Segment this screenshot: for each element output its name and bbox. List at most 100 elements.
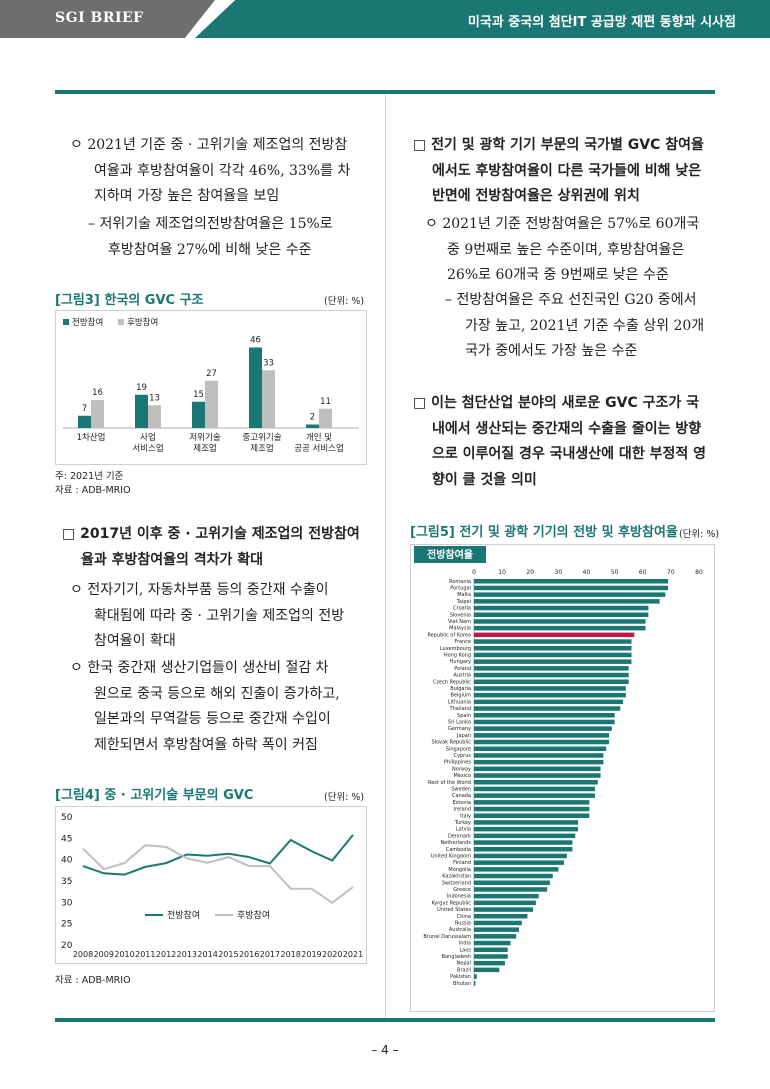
fig5-bar (474, 847, 573, 852)
fig5-country-label: Belgium (451, 693, 472, 699)
fig5-country-label: Portugal (450, 586, 471, 592)
fig4-x-tick: 2008 (73, 950, 93, 959)
fig4-x-tick: 2020 (322, 950, 342, 959)
fig5-bar (474, 934, 517, 939)
fig5-bar (474, 893, 539, 899)
fig5-bar (474, 813, 590, 818)
fig3-legend-label: 전방참여 (72, 317, 103, 328)
fig4-x-tick: 2009 (94, 950, 114, 959)
fig5-bar (474, 666, 629, 671)
bottom-rule (55, 1018, 715, 1022)
fig5-country-label: Pakistan (450, 974, 471, 980)
fig4-series-line (82, 834, 354, 876)
fig5-bar (474, 914, 528, 919)
fig3-legend-swatch (63, 319, 69, 325)
fig5-bar (474, 605, 649, 611)
fig3-bar (205, 380, 218, 428)
fig3-source: 자료 : ADB-MRIO (55, 485, 131, 496)
fig5-x-tick: 40 (583, 569, 591, 576)
fig5-bar (474, 766, 601, 772)
fig5-bar (474, 974, 477, 979)
fig5-bar (474, 800, 590, 805)
fig5-bar (474, 981, 476, 986)
fig5-bar (474, 780, 598, 785)
fig5-bar (474, 686, 626, 691)
fig5-bar (474, 733, 609, 738)
fig5-country-label: Germany (448, 726, 471, 732)
fig5-bar (474, 679, 629, 684)
fig4-y-tick: 50 (61, 813, 73, 823)
fig5-country-label: Hungary (450, 659, 471, 665)
fig5-country-label: Brunei Darussalam (423, 934, 471, 940)
fig5-country-label: Canada (452, 793, 471, 799)
fig5-country-label: Switzerland (442, 880, 471, 886)
fig5-country-label: Lithuania (448, 699, 471, 705)
fig4-x-tick: 2014 (197, 950, 217, 959)
fig5-country-label: Bulgaria (450, 686, 471, 692)
fig5-country-label: Hong Kong (444, 653, 471, 659)
fig4-unit: (단위: %) (324, 792, 365, 803)
fig5-bar (474, 719, 615, 725)
fig5-bar (474, 632, 635, 638)
fig5-country-label: Norway (452, 766, 471, 772)
fig5-country-label: Denmark (448, 833, 471, 839)
fig5-bar (474, 739, 609, 745)
fig5-bar (474, 806, 590, 812)
fig3-category-label: 저위기술 (189, 433, 220, 443)
fig3-bar (306, 424, 319, 428)
fig3-value-label: 27 (206, 369, 217, 379)
fig3-value-label: 11 (320, 397, 331, 407)
fig3-value-label: 16 (92, 388, 103, 398)
fig5-bar (474, 954, 508, 959)
fig4-x-tick: 2018 (281, 950, 301, 959)
fig5-country-label: Australia (449, 927, 471, 933)
fig4-x-tick: 2019 (301, 950, 321, 959)
fig5-bar (474, 639, 632, 644)
fig5-country-label: Mexico (454, 773, 471, 779)
right-bullet-1: ㅇ 2021년 기준 전방참여율은 57%로 60개국 중 9번째로 높은 수준… (425, 216, 700, 283)
fig5-title: [그림5] 전기 및 광학 기기의 전방 및 후방참여율 (410, 525, 678, 540)
fig3-title: [그림3] 한국의 GVC 구조 (55, 293, 204, 308)
fig5-x-tick: 80 (695, 569, 703, 576)
left-heading-2: □ 2017년 이후 중 · 고위기술 제조업의 전방참여 율과 후방참여율의 … (62, 526, 360, 568)
fig4-legend-label: 후방참여 (237, 909, 270, 921)
fig3-bar (262, 370, 275, 428)
fig5-country-label: Kazakhstan (442, 874, 471, 880)
fig5-country-label: Malta (457, 592, 471, 598)
fig4-series-line (82, 844, 354, 905)
fig3-category-label: 중고위기술 (242, 433, 281, 443)
fig5-bar (474, 867, 559, 872)
fig5-country-label: Croatia (453, 606, 471, 612)
fig3-category-label: 제조업 (250, 444, 273, 454)
fig5-country-label: Estonia (453, 800, 471, 806)
fig5-country-label: Mongolia (448, 867, 471, 873)
fig5-bar (474, 759, 604, 765)
fig4-x-tick: 2010 (114, 950, 134, 959)
fig5-country-label: Sweden (451, 787, 471, 793)
fig4-y-tick: 35 (61, 877, 72, 887)
fig3-value-label: 13 (149, 393, 160, 403)
fig4-frame (55, 806, 367, 964)
fig5-country-label: Japan (456, 733, 471, 739)
fig5-country-label: Singapore (446, 746, 471, 752)
fig5-bar (474, 585, 669, 591)
fig5-bar (474, 873, 553, 879)
fig5-bar (474, 692, 626, 698)
fig5-bar (474, 599, 660, 604)
fig3-legend-swatch (118, 319, 124, 325)
fig5-country-label: Malaysia (449, 626, 471, 632)
fig5-bar (474, 793, 595, 798)
fig5-country-label: Thailand (449, 706, 471, 712)
fig5-country-label: Luxembourg (440, 646, 471, 652)
brand-title: SGI BRIEF (55, 10, 144, 26)
fig3-value-label: 15 (193, 390, 204, 400)
fig5-bar (474, 579, 669, 584)
fig5-bar (474, 773, 601, 778)
fig5-bar (474, 947, 508, 952)
fig5-country-label: Kyrgyz Republic (431, 900, 471, 906)
fig4-x-tick: 2011 (135, 950, 155, 959)
fig4-x-tick: 2012 (156, 950, 176, 959)
fig5-country-label: Czech Republic (433, 679, 471, 685)
